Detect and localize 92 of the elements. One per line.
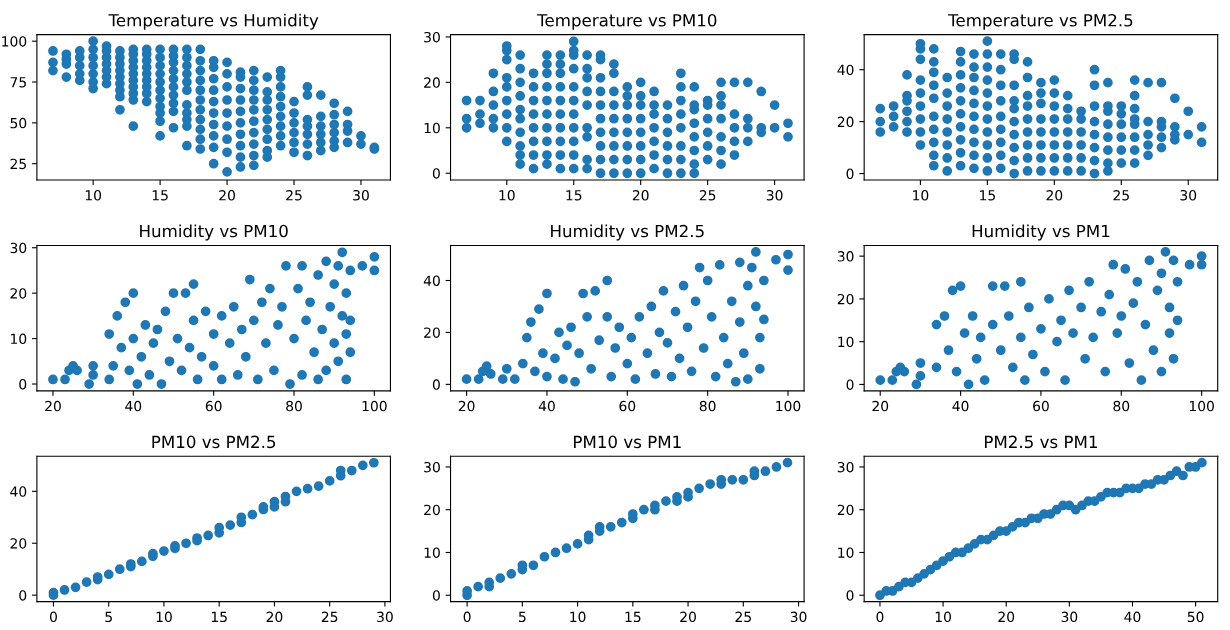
y-tick-label: 20 bbox=[424, 504, 440, 516]
x-tick-label: 30 bbox=[377, 611, 393, 623]
x-tick-label: 15 bbox=[625, 611, 641, 623]
x-tick-label: 60 bbox=[1033, 400, 1049, 412]
y-tick-label: 10 bbox=[838, 336, 854, 348]
y-tick-label: 20 bbox=[10, 538, 27, 549]
x-tick-label: 20 bbox=[680, 611, 696, 623]
y-tick-label: 30 bbox=[424, 31, 440, 43]
y-tick-label: 0 bbox=[846, 379, 854, 390]
x-tick-label: 25 bbox=[699, 190, 716, 201]
x-tick-label: 30 bbox=[766, 190, 783, 201]
x-tick-label: 15 bbox=[566, 190, 582, 201]
x-tick-label: 10 bbox=[156, 611, 172, 623]
chart-title: Humidity vs PM1 bbox=[972, 224, 1110, 241]
y-tick-label: 30 bbox=[424, 461, 440, 473]
y-tick-label: 25 bbox=[10, 158, 26, 170]
y-tick-label: 0 bbox=[19, 590, 27, 601]
y-tick-label: 20 bbox=[837, 116, 854, 128]
y-tick-label: 0 bbox=[19, 379, 27, 390]
x-tick-label: 20 bbox=[1046, 190, 1063, 201]
y-tick-label: 20 bbox=[837, 293, 854, 305]
y-tick-label: 30 bbox=[837, 251, 854, 262]
x-tick-label: 30 bbox=[1061, 611, 1078, 623]
y-tick-label: 100 bbox=[2, 36, 27, 47]
y-tick-label: 20 bbox=[424, 327, 440, 338]
x-tick-label: 10 bbox=[85, 190, 102, 201]
y-tick-label: 30 bbox=[837, 461, 854, 473]
x-tick-label: 100 bbox=[362, 400, 387, 412]
x-tick-label: 80 bbox=[1113, 400, 1130, 412]
y-tick-label: 10 bbox=[11, 333, 27, 345]
y-tick-label: 10 bbox=[424, 547, 440, 558]
y-tick-label: 0 bbox=[432, 379, 440, 390]
y-tick-label: 0 bbox=[432, 168, 440, 179]
x-tick-label: 30 bbox=[353, 190, 369, 201]
y-tick-label: 40 bbox=[10, 486, 27, 497]
x-tick-label: 25 bbox=[735, 611, 751, 623]
chart-title: Temperature vs Humidity bbox=[108, 13, 319, 30]
x-tick-label: 25 bbox=[321, 611, 338, 623]
y-tick-label: 30 bbox=[10, 242, 27, 254]
x-tick-label: 40 bbox=[1124, 611, 1141, 623]
x-tick-label: 20 bbox=[458, 400, 475, 412]
chart-title: PM10 vs PM1 bbox=[574, 435, 681, 449]
x-tick-label: 10 bbox=[499, 190, 515, 201]
x-tick-label: 15 bbox=[980, 190, 995, 201]
x-tick-label: 80 bbox=[286, 400, 302, 412]
x-tick-label: 10 bbox=[570, 611, 586, 623]
y-tick-label: 40 bbox=[837, 64, 854, 76]
x-tick-label: 40 bbox=[538, 400, 555, 412]
x-tick-label: 60 bbox=[619, 400, 636, 412]
x-tick-label: 10 bbox=[913, 190, 929, 201]
x-tick-label: 20 bbox=[45, 400, 61, 412]
x-tick-label: 30 bbox=[790, 611, 807, 623]
y-tick-label: 20 bbox=[837, 504, 854, 516]
y-tick-label: 20 bbox=[424, 77, 440, 88]
x-tick-label: 80 bbox=[699, 400, 716, 412]
x-tick-label: 0 bbox=[463, 611, 471, 623]
x-tick-label: 20 bbox=[872, 400, 889, 412]
x-tick-label: 0 bbox=[49, 611, 57, 623]
x-tick-label: 5 bbox=[519, 611, 526, 623]
chart-title: Humidity vs PM10 bbox=[140, 224, 288, 241]
x-tick-label: 20 bbox=[266, 611, 283, 623]
y-tick-label: 50 bbox=[10, 117, 27, 129]
x-tick-label: 100 bbox=[1189, 400, 1214, 412]
y-tick-label: 0 bbox=[846, 168, 854, 180]
x-tick-label: 60 bbox=[205, 400, 222, 412]
x-tick-label: 20 bbox=[219, 190, 235, 201]
chart-title: Temperature vs PM10 bbox=[537, 13, 717, 30]
chart-title: PM10 vs PM2.5 bbox=[152, 435, 276, 449]
x-tick-label: 5 bbox=[105, 611, 112, 623]
x-tick-label: 20 bbox=[998, 611, 1015, 623]
y-tick-label: 10 bbox=[424, 122, 440, 134]
x-tick-label: 20 bbox=[632, 190, 649, 201]
x-tick-label: 15 bbox=[152, 190, 168, 201]
chart-title: Temperature vs PM2.5 bbox=[948, 13, 1133, 30]
x-tick-label: 25 bbox=[1113, 190, 1129, 201]
x-tick-label: 15 bbox=[211, 611, 227, 623]
x-tick-label: 10 bbox=[935, 611, 951, 623]
y-tick-label: 0 bbox=[432, 590, 440, 601]
y-tick-label: 75 bbox=[10, 77, 26, 88]
x-tick-label: 100 bbox=[776, 400, 801, 412]
y-tick-label: 40 bbox=[423, 275, 440, 286]
x-tick-label: 0 bbox=[876, 611, 884, 623]
y-tick-label: 20 bbox=[10, 288, 27, 299]
x-tick-label: 30 bbox=[1180, 190, 1197, 201]
y-tick-label: 10 bbox=[838, 547, 854, 558]
x-tick-label: 50 bbox=[1187, 611, 1204, 623]
x-tick-label: 40 bbox=[952, 400, 969, 412]
x-tick-label: 25 bbox=[286, 190, 302, 201]
chart-title: Humidity vs PM2.5 bbox=[551, 224, 704, 241]
y-tick-label: 0 bbox=[846, 590, 854, 601]
chart-title: PM2.5 vs PM1 bbox=[985, 435, 1097, 449]
x-tick-label: 40 bbox=[125, 400, 142, 412]
